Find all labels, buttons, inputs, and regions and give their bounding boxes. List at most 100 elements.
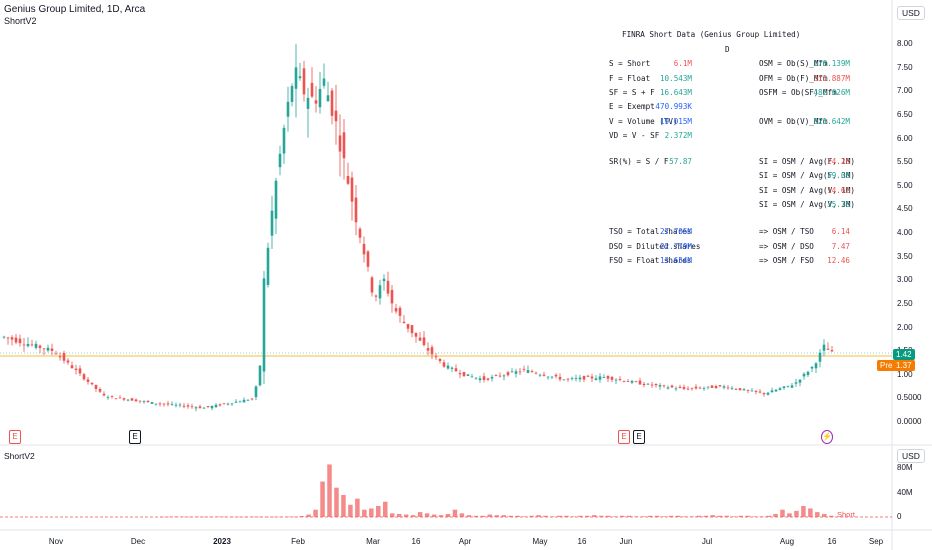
pane2-title[interactable]: ShortV2 xyxy=(4,451,35,461)
candle-body xyxy=(822,344,826,351)
candle-body xyxy=(582,376,586,380)
short-bar xyxy=(438,515,444,517)
short-bar xyxy=(376,506,381,517)
row-label: V = Volume (TV) xyxy=(609,117,678,126)
candle-body xyxy=(650,384,654,386)
short-bar xyxy=(466,515,472,517)
candle-body xyxy=(242,399,246,403)
earnings-event-icon[interactable]: E xyxy=(9,430,21,444)
short-bar xyxy=(640,516,646,517)
row-label: OVM = Ob(V)_Mfm xyxy=(759,117,828,126)
short-bar xyxy=(180,516,186,518)
candle-body xyxy=(330,90,334,116)
si-value: 59.05 xyxy=(827,171,850,180)
candle-body xyxy=(826,348,830,350)
volume-tick-label: 0 xyxy=(897,512,902,521)
short-bar xyxy=(487,514,493,517)
split-event-icon[interactable]: ⚡ xyxy=(821,430,833,444)
row-value: 6.1M xyxy=(673,59,692,68)
candle-body xyxy=(746,390,750,391)
candle-body xyxy=(414,332,418,337)
candle-body xyxy=(798,379,802,383)
candle-body xyxy=(802,373,806,377)
candle-body xyxy=(30,344,34,346)
price-tick-label: 4.00 xyxy=(897,228,913,237)
short-bar xyxy=(599,515,604,517)
candle-body xyxy=(690,387,694,389)
candle-body xyxy=(374,295,378,297)
row-label: OFM = Ob(F)_Mfm xyxy=(759,74,828,83)
candle-body xyxy=(202,407,206,409)
price-tick-label: 5.50 xyxy=(897,157,913,167)
candle-body xyxy=(338,135,342,152)
row-label: E = Exempt xyxy=(609,102,655,111)
indicator-legend[interactable]: ShortV2 xyxy=(4,16,37,26)
row-value: 311.887M xyxy=(813,74,850,83)
earnings-event-icon[interactable]: E xyxy=(129,430,141,444)
candle-body xyxy=(538,374,542,376)
pane2-currency-button[interactable]: USD xyxy=(897,449,925,463)
short-bar xyxy=(571,516,576,517)
candle-body xyxy=(70,365,74,369)
earnings-event-icon[interactable]: E xyxy=(618,430,630,444)
short-bar xyxy=(341,495,346,517)
short-bar xyxy=(257,516,263,518)
time-tick-label: Apr xyxy=(458,537,472,546)
short-bar xyxy=(236,516,242,518)
candle-body xyxy=(818,352,822,362)
candle-body xyxy=(486,378,490,380)
time-tick-label: 16 xyxy=(411,537,421,546)
candle-body xyxy=(206,406,210,408)
price-tick-label: 5.00 xyxy=(897,180,913,190)
candle-body xyxy=(626,381,630,382)
candle-body xyxy=(722,386,726,388)
short-bar xyxy=(292,516,297,518)
candle-body xyxy=(422,337,426,346)
candle-body xyxy=(514,371,518,374)
candle-body xyxy=(462,371,466,377)
candle-body xyxy=(42,348,46,350)
short-bar xyxy=(166,516,172,518)
row-value: 170.139M xyxy=(813,59,850,68)
candle-body xyxy=(558,376,562,380)
candle-body xyxy=(522,368,526,370)
price-tick-label: 8.00 xyxy=(897,39,913,48)
short-bar xyxy=(710,515,716,517)
earnings-event-icon[interactable]: E xyxy=(633,430,645,444)
short-bar xyxy=(480,515,486,517)
short-bar xyxy=(410,515,416,517)
candle-body xyxy=(182,405,186,407)
candle-body xyxy=(302,68,306,95)
candle-body xyxy=(162,403,166,405)
shares-value: 27.705M xyxy=(659,227,692,236)
candle-body xyxy=(282,127,286,154)
short-series-label: Short xyxy=(837,510,855,519)
candle-body xyxy=(786,385,790,387)
shares-label: TSO = Total shares xyxy=(609,227,692,236)
candle-body xyxy=(222,403,226,405)
candle-body xyxy=(398,307,402,316)
candle-body xyxy=(618,378,622,380)
candle-body xyxy=(238,401,242,403)
candle-body xyxy=(450,367,454,369)
short-bar xyxy=(731,516,736,517)
candle-body xyxy=(698,387,702,389)
row-label: OSM = Ob(S)_Mfm xyxy=(759,59,828,68)
row-value: 470.993K xyxy=(655,102,692,111)
price-tick-label: 7.00 xyxy=(897,86,913,96)
short-bar xyxy=(626,515,632,517)
currency-button[interactable]: USD xyxy=(897,6,925,20)
short-bar xyxy=(724,515,729,517)
time-tick-label: Dec xyxy=(130,537,146,546)
candle-body xyxy=(730,387,734,389)
candle-body xyxy=(158,403,162,405)
candle-body xyxy=(170,403,174,405)
candle-body xyxy=(702,387,706,389)
candle-body xyxy=(586,375,590,377)
candle-body xyxy=(266,247,270,285)
candle-body xyxy=(354,197,358,223)
price-tick-label: 6.00 xyxy=(897,133,913,143)
price-tick-label: 0.0000 xyxy=(897,417,922,426)
candle-body xyxy=(474,377,478,379)
